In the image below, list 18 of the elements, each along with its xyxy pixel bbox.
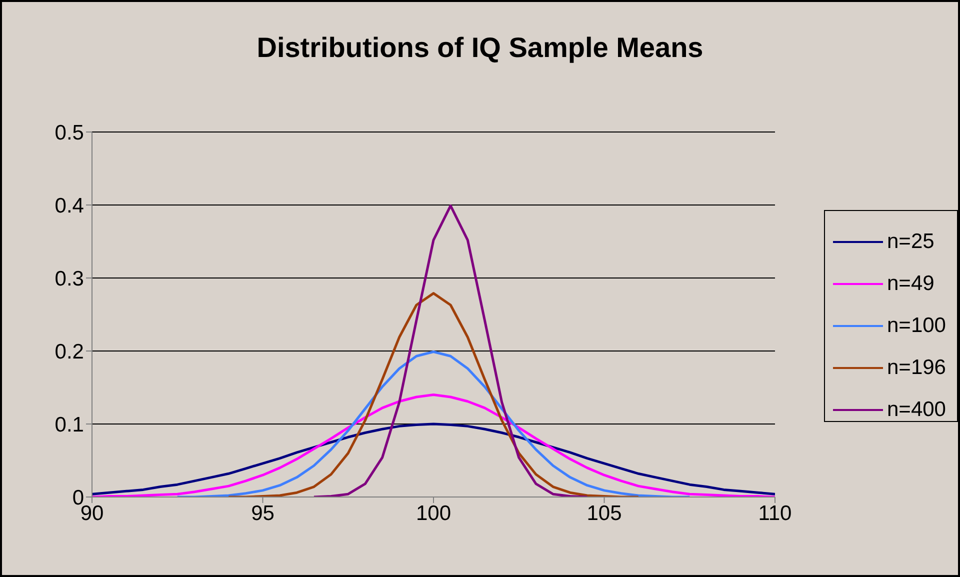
legend-label: n=25 xyxy=(887,230,934,254)
y-tick-label: 0.4 xyxy=(54,194,84,218)
legend-label: n=100 xyxy=(887,314,946,338)
y-tick-label: 0.5 xyxy=(54,121,84,144)
x-tick-label: 100 xyxy=(416,502,452,525)
legend-label: n=49 xyxy=(887,272,934,296)
x-tick-label: 110 xyxy=(758,502,792,525)
line-series xyxy=(312,204,588,497)
x-tick-label: 95 xyxy=(251,502,274,525)
x-tick-label: 105 xyxy=(586,502,622,525)
line-series xyxy=(176,350,691,497)
y-tick-label: 0.3 xyxy=(54,267,84,290)
legend-label: n=196 xyxy=(887,356,946,380)
chart-title: Distributions of IQ Sample Means xyxy=(256,32,704,64)
y-tick-label: 0.2 xyxy=(54,340,84,364)
line-series xyxy=(227,292,640,497)
legend-label: n=400 xyxy=(887,398,946,422)
y-tick-label: 0.1 xyxy=(54,413,84,436)
